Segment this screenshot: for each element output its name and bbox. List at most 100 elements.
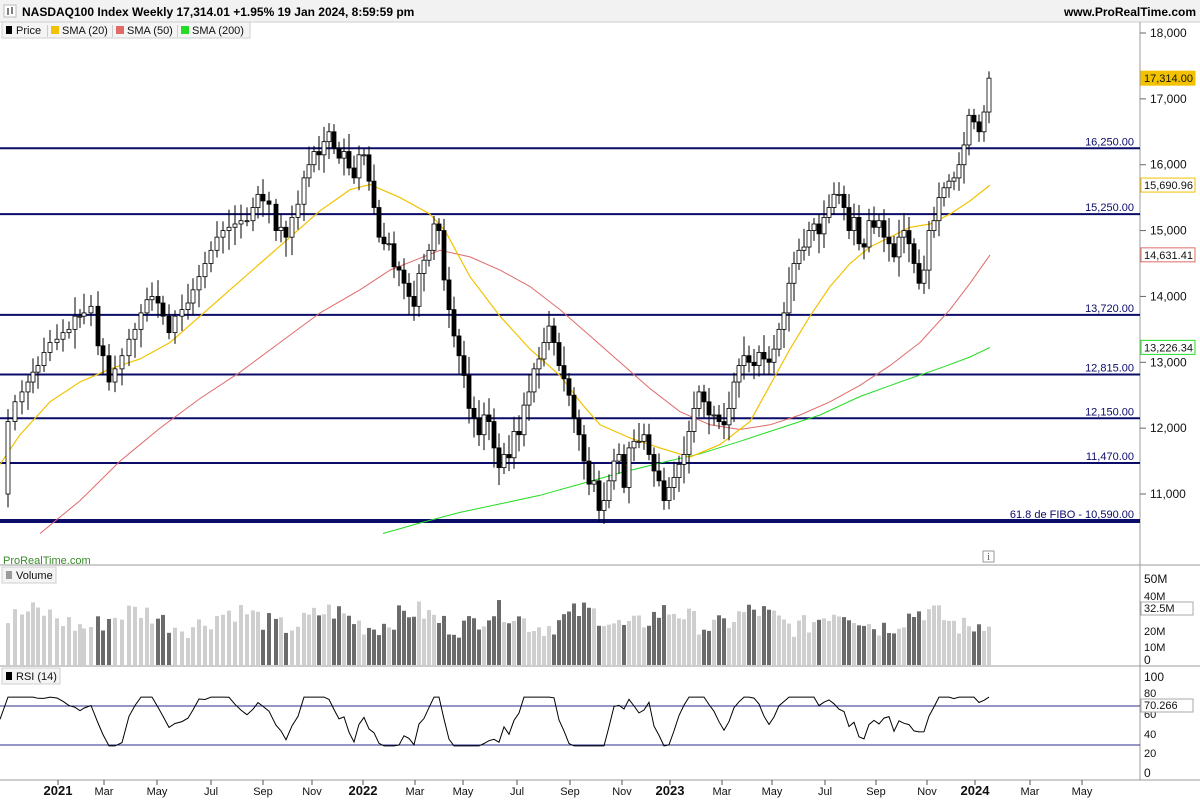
volume-bar — [732, 621, 736, 665]
time-axis: 2021 Mar May Jul Sep Nov 2022 Mar May Jul Sep Nov 20… — [44, 780, 1093, 798]
volume-bar — [792, 636, 796, 665]
candle — [701, 384, 707, 418]
candle — [831, 182, 837, 216]
current-label-text: 14,631.41 — [1144, 250, 1193, 262]
candle — [289, 205, 295, 256]
volume-bar — [377, 635, 381, 665]
candle — [771, 335, 777, 374]
volume-bar — [522, 618, 526, 665]
volume-bar — [107, 619, 111, 665]
volume-bar — [387, 627, 391, 665]
volume-bar — [702, 629, 706, 665]
volume-bar — [602, 626, 606, 665]
volume-bar — [952, 620, 956, 665]
candle — [526, 373, 532, 421]
volume-bar — [36, 607, 40, 665]
candle — [821, 200, 827, 249]
volume-bar — [127, 605, 131, 665]
candle — [226, 209, 232, 250]
level-label: 61.8 de FIBO - 10,590.00 — [1010, 509, 1134, 521]
rsi-current: 70.266 — [1144, 700, 1178, 712]
volume-bar — [937, 605, 941, 665]
candle — [601, 482, 607, 524]
volume-bar — [762, 606, 766, 665]
candle — [144, 287, 150, 322]
svg-text:i: i — [987, 552, 990, 563]
candle — [295, 190, 301, 230]
volume-bar — [977, 624, 981, 665]
volume-bar — [302, 612, 306, 665]
candle — [166, 304, 172, 340]
volume-bar — [862, 625, 866, 665]
candle — [41, 337, 47, 372]
volume-bar — [527, 631, 531, 665]
candle — [88, 294, 94, 327]
volume-bar — [737, 611, 741, 665]
candle — [861, 238, 867, 260]
volume-bar — [96, 616, 100, 665]
volume-bar — [55, 618, 59, 665]
volume-bar — [357, 620, 361, 665]
candle — [781, 302, 787, 348]
sma200-line — [382, 346, 991, 534]
x-tick-label: 2022 — [349, 783, 378, 798]
candle — [891, 236, 897, 263]
candle — [496, 433, 502, 485]
current-label-box — [1140, 247, 1196, 263]
candle — [278, 213, 284, 243]
candle — [361, 148, 367, 166]
volume-bar — [279, 617, 283, 665]
volume-bar — [61, 625, 65, 665]
y-tick-label: 13,000 — [1150, 355, 1187, 369]
volume-bar — [572, 603, 576, 665]
x-tick-label: Nov — [302, 786, 322, 798]
candle — [119, 348, 125, 386]
candle — [846, 194, 852, 239]
candle — [586, 447, 592, 496]
volume-axis-50m: 50M — [1144, 572, 1167, 586]
chart-top-bar — [0, 0, 1200, 22]
volume-bar — [907, 613, 911, 665]
candle — [126, 328, 132, 367]
candle — [149, 282, 155, 311]
candle — [100, 338, 106, 376]
volume-bar — [261, 629, 265, 665]
x-tick-label: Nov — [612, 786, 632, 798]
candle — [816, 213, 822, 254]
candle — [721, 402, 727, 440]
candle — [851, 203, 857, 246]
legend: Price SMA (20) SMA (50) SMA (200) — [1, 21, 251, 39]
rsi-panel: RSI (14) 100 80 60 40 20 0 70.266 — [0, 667, 1194, 780]
candle — [19, 380, 25, 415]
volume-bar — [452, 634, 456, 665]
candle — [856, 205, 862, 251]
volume-axis-20m: 20M — [1144, 626, 1165, 638]
volume-bar — [942, 620, 946, 665]
candle — [751, 348, 757, 380]
volume-bar — [352, 624, 356, 665]
volume-bar — [787, 623, 791, 665]
candle — [561, 346, 567, 392]
candle — [581, 425, 587, 480]
y-tick-label: 15,000 — [1150, 224, 1187, 238]
volume-bar — [312, 607, 316, 665]
volume-bar — [462, 620, 466, 665]
candle — [556, 332, 562, 372]
x-tick-label: May — [453, 786, 474, 798]
level-label: 13,720.00 — [1085, 303, 1134, 315]
volume-bar — [227, 610, 231, 665]
candle — [541, 327, 547, 367]
candle — [686, 420, 692, 474]
volume-bar — [101, 630, 105, 665]
candle — [326, 123, 332, 159]
candle — [456, 328, 462, 374]
volume-bar — [847, 620, 851, 665]
volume-bar — [552, 634, 556, 665]
candle — [876, 214, 882, 237]
info-icon[interactable]: i — [982, 550, 995, 563]
rsi-label: RSI (14) — [16, 671, 57, 683]
sma50-line — [39, 249, 991, 534]
volume-bar — [622, 624, 626, 665]
volume-bar — [867, 623, 871, 665]
volume-bar — [437, 622, 441, 665]
